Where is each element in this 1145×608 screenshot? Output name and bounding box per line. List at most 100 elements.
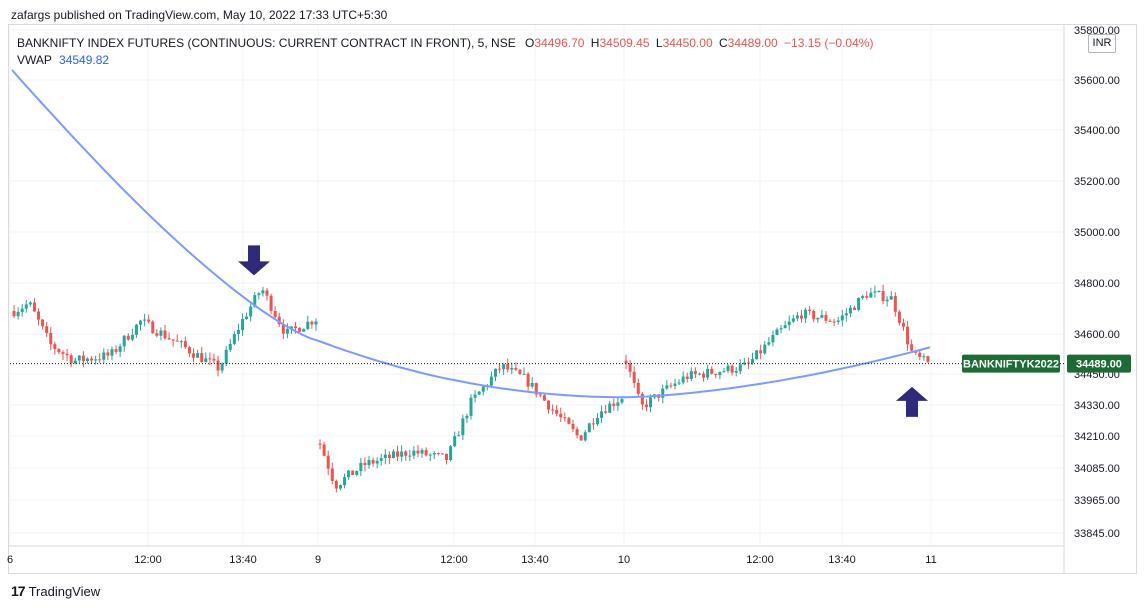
candle-body [224,349,228,364]
candle-body [530,382,534,387]
candle-body [134,324,138,335]
y-tick-label: 33965.00 [1074,495,1120,507]
candle-body [294,326,298,329]
candle-body [828,320,832,322]
candle-body [404,451,408,456]
legend-low-label: L [655,36,663,50]
candle-body [159,330,163,336]
candle-body [763,344,767,354]
candle-body [742,362,746,365]
candle-body [726,365,730,372]
candle-body [759,350,763,354]
candle-body [824,315,828,321]
candle-body [551,409,555,411]
candle-body [61,352,65,354]
chart-legend: BANKNIFTY INDEX FUTURES (CONTINUOUS: CUR… [17,35,873,69]
candle-body [473,394,477,398]
candle-body [208,358,212,360]
candle-body [151,321,155,334]
candle-body [559,413,563,418]
candle-body [489,376,493,386]
candle-body [359,462,363,471]
candle-body [751,359,755,363]
price-tags: BANKNIFTYK2022 34489.00 [962,354,1131,373]
candle-body [567,417,571,424]
candle-body [45,326,49,333]
candle-body [498,368,502,370]
candle-body [608,403,612,413]
candle-body [200,353,204,363]
candle-body [673,383,677,386]
candle-body [522,373,526,375]
candle-body [677,382,681,384]
candle-body [204,358,208,363]
candle-body [775,329,779,335]
candle-body [147,319,151,322]
candle-body [122,335,126,347]
x-tick-label: 13:40 [521,554,549,566]
candle-body [918,352,922,358]
candle-body [65,353,69,356]
candle-body [722,371,726,373]
candle-body [396,451,400,457]
tradingview-brand[interactable]: 17 TradingView [11,583,100,599]
candle-body [840,315,844,321]
candle-body [196,353,200,358]
candle-body [114,349,118,352]
candle-body [575,429,579,436]
candle-body [746,362,750,364]
candle-body [538,394,542,396]
arrow-down-icon [238,245,270,276]
candle-body [81,355,85,362]
candle-body [620,399,624,403]
candle-body [481,386,485,392]
candle-body [338,485,342,489]
candle-body [192,353,196,358]
candle-body [502,364,506,370]
legend-low-value: 34450.00 [662,36,713,50]
candle-body [257,293,261,296]
candle-body [77,355,81,361]
x-tick-label: 12:00 [440,554,468,566]
candle-body [628,363,632,372]
y-tick-label: 34330.00 [1074,400,1120,412]
candle-body [343,477,347,486]
candle-body [41,319,45,327]
candle-body [126,335,130,340]
x-tick-label: 6 [7,554,13,566]
candle-body [412,450,416,456]
candle-body [236,329,240,335]
legend-high-label: H [590,36,600,50]
candle-body [220,363,224,371]
candle-body [714,373,718,376]
currency-badge[interactable]: INR [1088,34,1116,53]
arrow-up-icon [896,386,928,417]
legend-vwap-row: VWAP 34549.82 [17,52,873,69]
candle-body [351,470,355,475]
candle-body [893,296,897,312]
candle-body [416,450,420,454]
candle-body [326,455,330,469]
candle-body [387,454,391,458]
candle-body [922,356,926,358]
candle-body [253,295,257,307]
candle-body [285,328,289,334]
x-tick-label: 12:00 [746,554,774,566]
candle-body [440,453,444,455]
candle-body [836,320,840,322]
candle-body [163,330,167,339]
candle-body [555,409,559,414]
last-price-tag [1067,354,1131,373]
candle-body [334,480,338,489]
candle-body [787,321,791,326]
candle-body [306,321,310,329]
candle-body [906,326,910,345]
candle-body [232,334,236,344]
candle-body [73,360,77,364]
candle-body [689,371,693,379]
candle-body [16,311,20,317]
candle-body [649,397,653,408]
symbol-tag [962,354,1060,373]
candle-body [428,454,432,456]
